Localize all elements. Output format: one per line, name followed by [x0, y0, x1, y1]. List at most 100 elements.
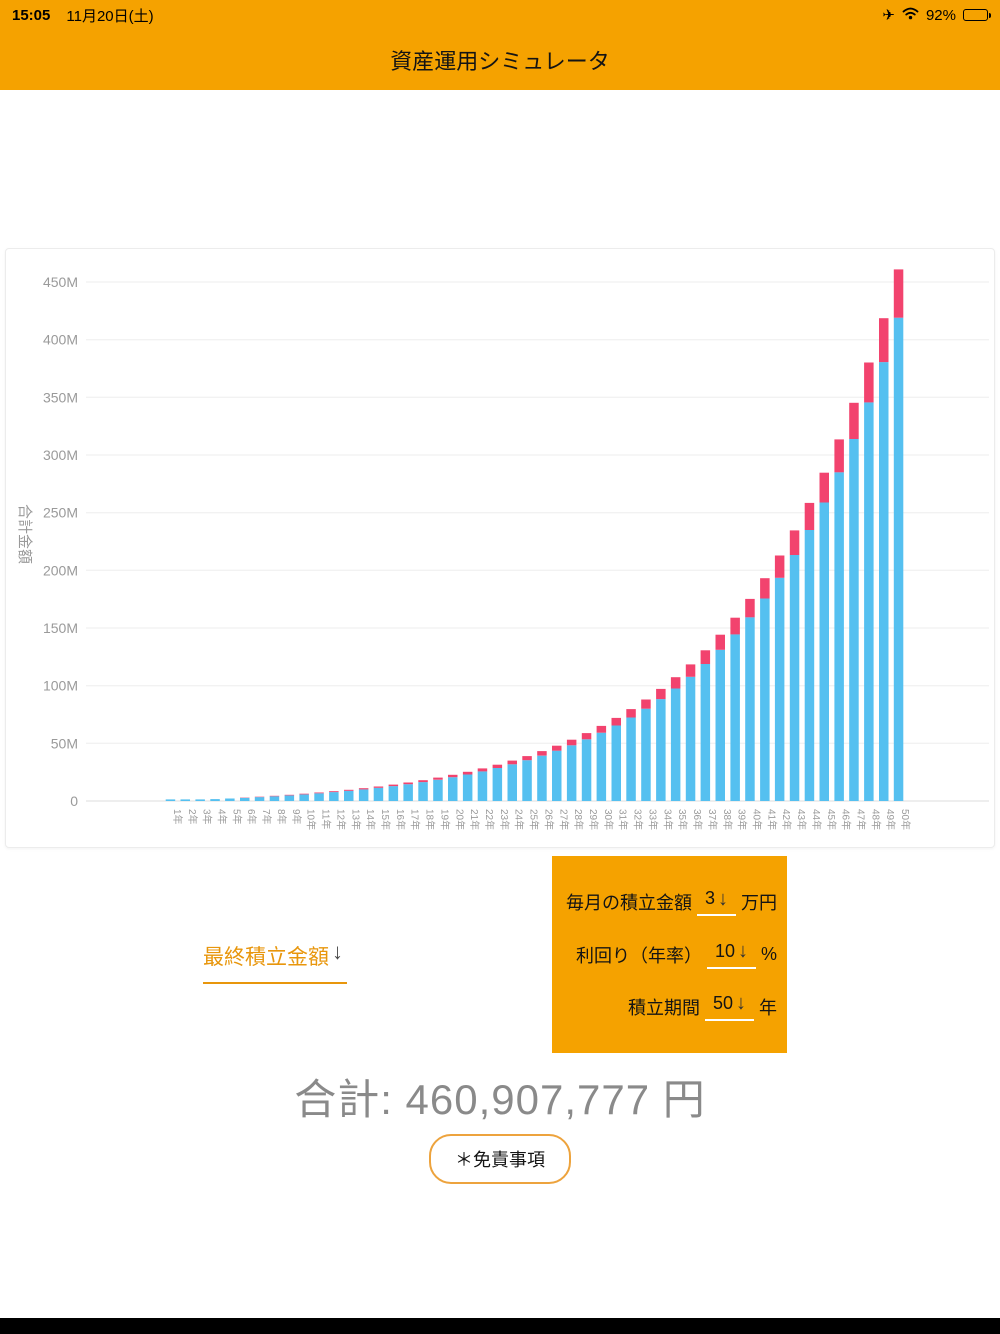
svg-text:13年: 13年 [349, 809, 362, 830]
chevron-down-icon: ↓ [737, 940, 748, 962]
total-value: 460,907,777 [405, 1076, 651, 1123]
svg-text:19年: 19年 [438, 809, 451, 830]
svg-text:14年: 14年 [364, 809, 377, 830]
svg-text:8年: 8年 [275, 809, 288, 825]
svg-text:48年: 48年 [869, 809, 882, 830]
svg-text:0: 0 [70, 793, 78, 809]
svg-text:50年: 50年 [899, 809, 912, 830]
svg-text:38年: 38年 [721, 809, 734, 830]
svg-text:47年: 47年 [855, 809, 868, 830]
svg-text:30年: 30年 [602, 809, 615, 830]
chart-card: 0 50M 100M 150M 200M 250M 300M 350M 400M 450M 1年 2年… [5, 248, 995, 848]
svg-text:32年: 32年 [632, 809, 645, 830]
svg-text:39年: 39年 [736, 809, 749, 830]
svg-text:36年: 36年 [691, 809, 704, 830]
total-unit: 円 [662, 1076, 706, 1123]
svg-text:49年: 49年 [884, 809, 897, 830]
svg-text:43年: 43年 [795, 809, 808, 830]
svg-text:20年: 20年 [453, 809, 466, 830]
svg-text:6年: 6年 [245, 809, 258, 825]
monthly-amount-unit: 万円 [741, 893, 777, 914]
disclaimer-button[interactable]: ＊免責事項 [429, 1134, 571, 1184]
status-date: 11月20日(土) [66, 7, 154, 25]
svg-text:22年: 22年 [483, 809, 496, 830]
monthly-amount-selector[interactable]: 3 ↓ [696, 887, 736, 917]
status-left: 15:05 11月20日(土) [12, 5, 154, 26]
svg-text:34年: 34年 [661, 809, 674, 830]
yield-rate-selector[interactable]: 10 ↓ [706, 940, 756, 969]
svg-text:25年: 25年 [528, 809, 541, 830]
yield-rate-label: 利回り（年率） [575, 945, 702, 966]
airplane-mode-icon: ✈ [882, 6, 895, 24]
total-amount: 合計: 460,907,777 円 [0, 1066, 1000, 1127]
svg-text:合計金額: 合計金額 [16, 504, 33, 564]
svg-text:250M: 250M [43, 505, 78, 521]
status-time: 15:05 [12, 6, 51, 24]
svg-text:41年: 41年 [765, 809, 778, 830]
svg-text:400M: 400M [43, 332, 78, 348]
yield-rate-unit: % [760, 944, 777, 964]
svg-text:15年: 15年 [379, 809, 392, 830]
period-selector[interactable]: 50 ↓ [704, 992, 754, 1021]
svg-text:16年: 16年 [394, 809, 407, 830]
svg-text:40年: 40年 [751, 809, 764, 830]
svg-text:12年: 12年 [334, 809, 347, 830]
svg-text:150M: 150M [43, 620, 78, 636]
chevron-down-icon: ↓ [736, 992, 746, 1015]
svg-text:10年: 10年 [305, 809, 318, 830]
svg-text:17年: 17年 [409, 809, 422, 830]
final-amount-link[interactable]: 最終積立金額 ↓ [203, 941, 347, 984]
svg-text:4年: 4年 [216, 809, 229, 825]
svg-text:42年: 42年 [780, 809, 793, 830]
svg-text:2年: 2年 [186, 809, 199, 825]
svg-text:24年: 24年 [513, 809, 526, 830]
svg-text:44年: 44年 [810, 809, 823, 830]
settings-panel: 毎月の積立金額 3 ↓ 万円 利回り（年率） 10 ↓ % 積立期間 50 ↓ … [552, 856, 787, 1053]
svg-text:18年: 18年 [424, 809, 437, 830]
monthly-amount-value: 3 [704, 888, 715, 909]
svg-text:11年: 11年 [320, 809, 333, 829]
monthly-amount-label: 毎月の積立金額 [565, 893, 692, 914]
wifi-icon [902, 7, 919, 24]
svg-text:28年: 28年 [572, 809, 585, 830]
svg-text:7年: 7年 [260, 809, 273, 825]
svg-text:3年: 3年 [201, 809, 214, 825]
svg-text:200M: 200M [43, 562, 78, 578]
battery-percent-label: 92% [925, 6, 956, 24]
status-right: ✈ 92% [882, 6, 991, 24]
asset-growth-chart: 0 50M 100M 150M 200M 250M 300M 350M 400M 450M 1年 2年… [16, 269, 989, 830]
page-title: 資産運用シミュレータ [390, 49, 610, 74]
svg-text:37年: 37年 [706, 809, 719, 830]
chevron-down-icon: ↓ [332, 939, 343, 964]
svg-text:100M: 100M [43, 678, 78, 694]
svg-text:21年: 21年 [468, 809, 481, 830]
svg-text:26年: 26年 [542, 809, 555, 830]
svg-text:5年: 5年 [230, 809, 243, 825]
period-label: 積立期間 [627, 997, 700, 1018]
svg-text:300M: 300M [43, 447, 78, 463]
svg-text:33年: 33年 [647, 809, 660, 830]
monthly-amount-row: 毎月の積立金額 3 ↓ 万円 [562, 887, 777, 917]
svg-text:350M: 350M [43, 389, 78, 405]
battery-icon [963, 9, 991, 21]
yield-rate-value: 10 [714, 940, 735, 961]
svg-text:35年: 35年 [676, 809, 689, 830]
nav-bar: 資産運用シミュレータ [0, 30, 1000, 90]
svg-text:450M: 450M [43, 274, 78, 290]
svg-text:23年: 23年 [498, 809, 511, 830]
svg-text:1年: 1年 [171, 809, 184, 825]
svg-text:27年: 27年 [557, 809, 570, 830]
svg-text:9年: 9年 [290, 809, 303, 825]
svg-text:50M: 50M [51, 735, 78, 751]
svg-text:31年: 31年 [617, 809, 630, 830]
chevron-down-icon: ↓ [718, 887, 728, 910]
period-value: 50 [712, 992, 733, 1013]
svg-text:45年: 45年 [825, 809, 838, 830]
status-bar: 15:05 11月20日(土) ✈ 92% [0, 0, 1000, 30]
final-amount-label: 最終積立金額 [203, 946, 329, 969]
svg-text:29年: 29年 [587, 809, 600, 830]
svg-text:46年: 46年 [840, 809, 853, 830]
bottom-bar [0, 1318, 1000, 1334]
yield-rate-row: 利回り（年率） 10 ↓ % [562, 941, 777, 969]
